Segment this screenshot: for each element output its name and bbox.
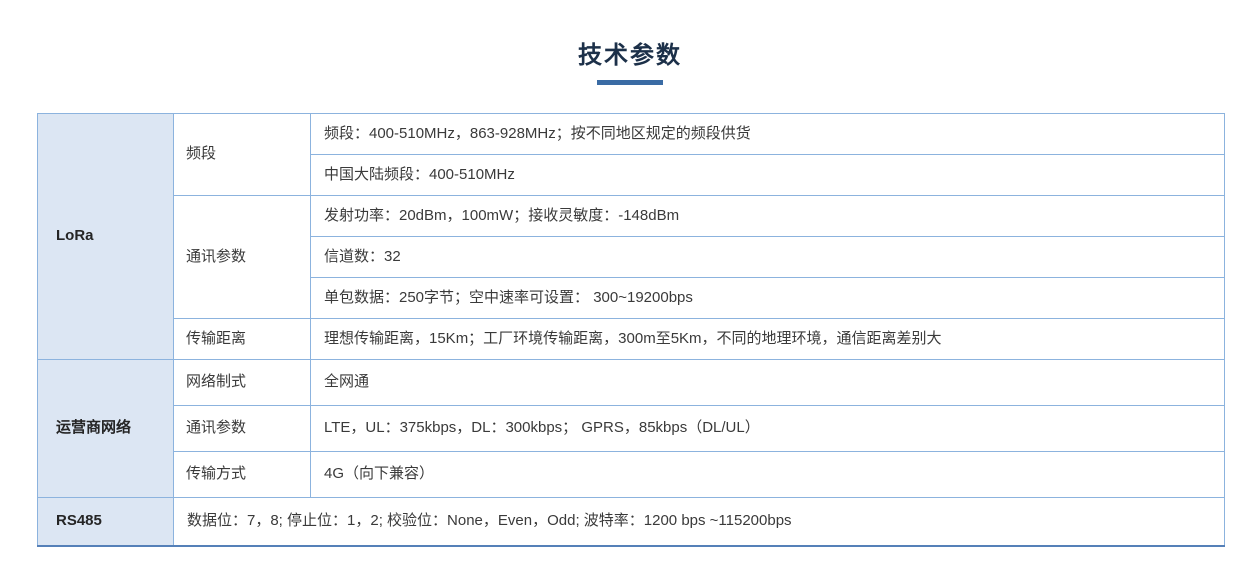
value-cell: 中国大陆频段：400-510MHz xyxy=(310,154,1225,196)
category-cell-rs485: RS485 xyxy=(37,497,174,546)
value-cell: 全网通 xyxy=(310,359,1225,406)
label-cell-network-standard: 网络制式 xyxy=(173,359,311,406)
value-cell: 4G（向下兼容） xyxy=(310,451,1225,498)
value-cell: 理想传输距离，15Km；工厂环境传输距离，300m至5Km，不同的地理环境，通信… xyxy=(310,318,1225,360)
label-cell-band: 频段 xyxy=(173,113,311,196)
table-row: RS485 数据位：7，8; 停止位：1，2; 校验位：None，Even，Od… xyxy=(37,497,1225,546)
table-row: 传输方式 4G（向下兼容） xyxy=(38,451,1225,498)
table-row: 通讯参数 LTE，UL：375kbps，DL：300kbps； GPRS，85k… xyxy=(38,405,1225,452)
title-section: 技术参数 xyxy=(0,0,1260,86)
table-row: 信道数：32 xyxy=(38,236,1225,278)
table-row: 传输距离 理想传输距离，15Km；工厂环境传输距离，300m至5Km，不同的地理… xyxy=(38,318,1225,360)
table-row: 中国大陆频段：400-510MHz xyxy=(38,154,1225,196)
table-row: LoRa 频段 频段：400-510MHz，863-928MHz；按不同地区规定… xyxy=(37,113,1225,360)
label-cell-transfer-mode: 传输方式 xyxy=(173,451,311,498)
value-cell-rs485: 数据位：7，8; 停止位：1，2; 校验位：None，Even，Odd; 波特率… xyxy=(173,497,1225,546)
label-cell-comm-params-2: 通讯参数 xyxy=(173,405,311,452)
label-cell-comm-params: 通讯参数 xyxy=(173,195,311,319)
value-cell: 发射功率：20dBm，100mW；接收灵敏度：-148dBm xyxy=(310,195,1225,237)
value-cell: 频段：400-510MHz，863-928MHz；按不同地区规定的频段供货 xyxy=(310,113,1225,155)
value-cell: 单包数据：250字节；空中速率可设置： 300~19200bps xyxy=(310,277,1225,319)
page-title: 技术参数 xyxy=(578,42,682,69)
title-underline xyxy=(597,80,663,86)
label-cell-distance: 传输距离 xyxy=(173,318,311,360)
category-cell-carrier: 运营商网络 xyxy=(37,359,174,498)
table-row: 通讯参数 发射功率：20dBm，100mW；接收灵敏度：-148dBm xyxy=(38,195,1225,319)
value-cell: LTE，UL：375kbps，DL：300kbps； GPRS，85kbps（D… xyxy=(310,405,1225,452)
category-cell-lora: LoRa xyxy=(37,113,174,360)
table-row: 运营商网络 网络制式 全网通 xyxy=(37,359,1225,498)
value-cell: 信道数：32 xyxy=(310,236,1225,278)
spec-table: LoRa 频段 频段：400-510MHz，863-928MHz；按不同地区规定… xyxy=(37,113,1225,547)
